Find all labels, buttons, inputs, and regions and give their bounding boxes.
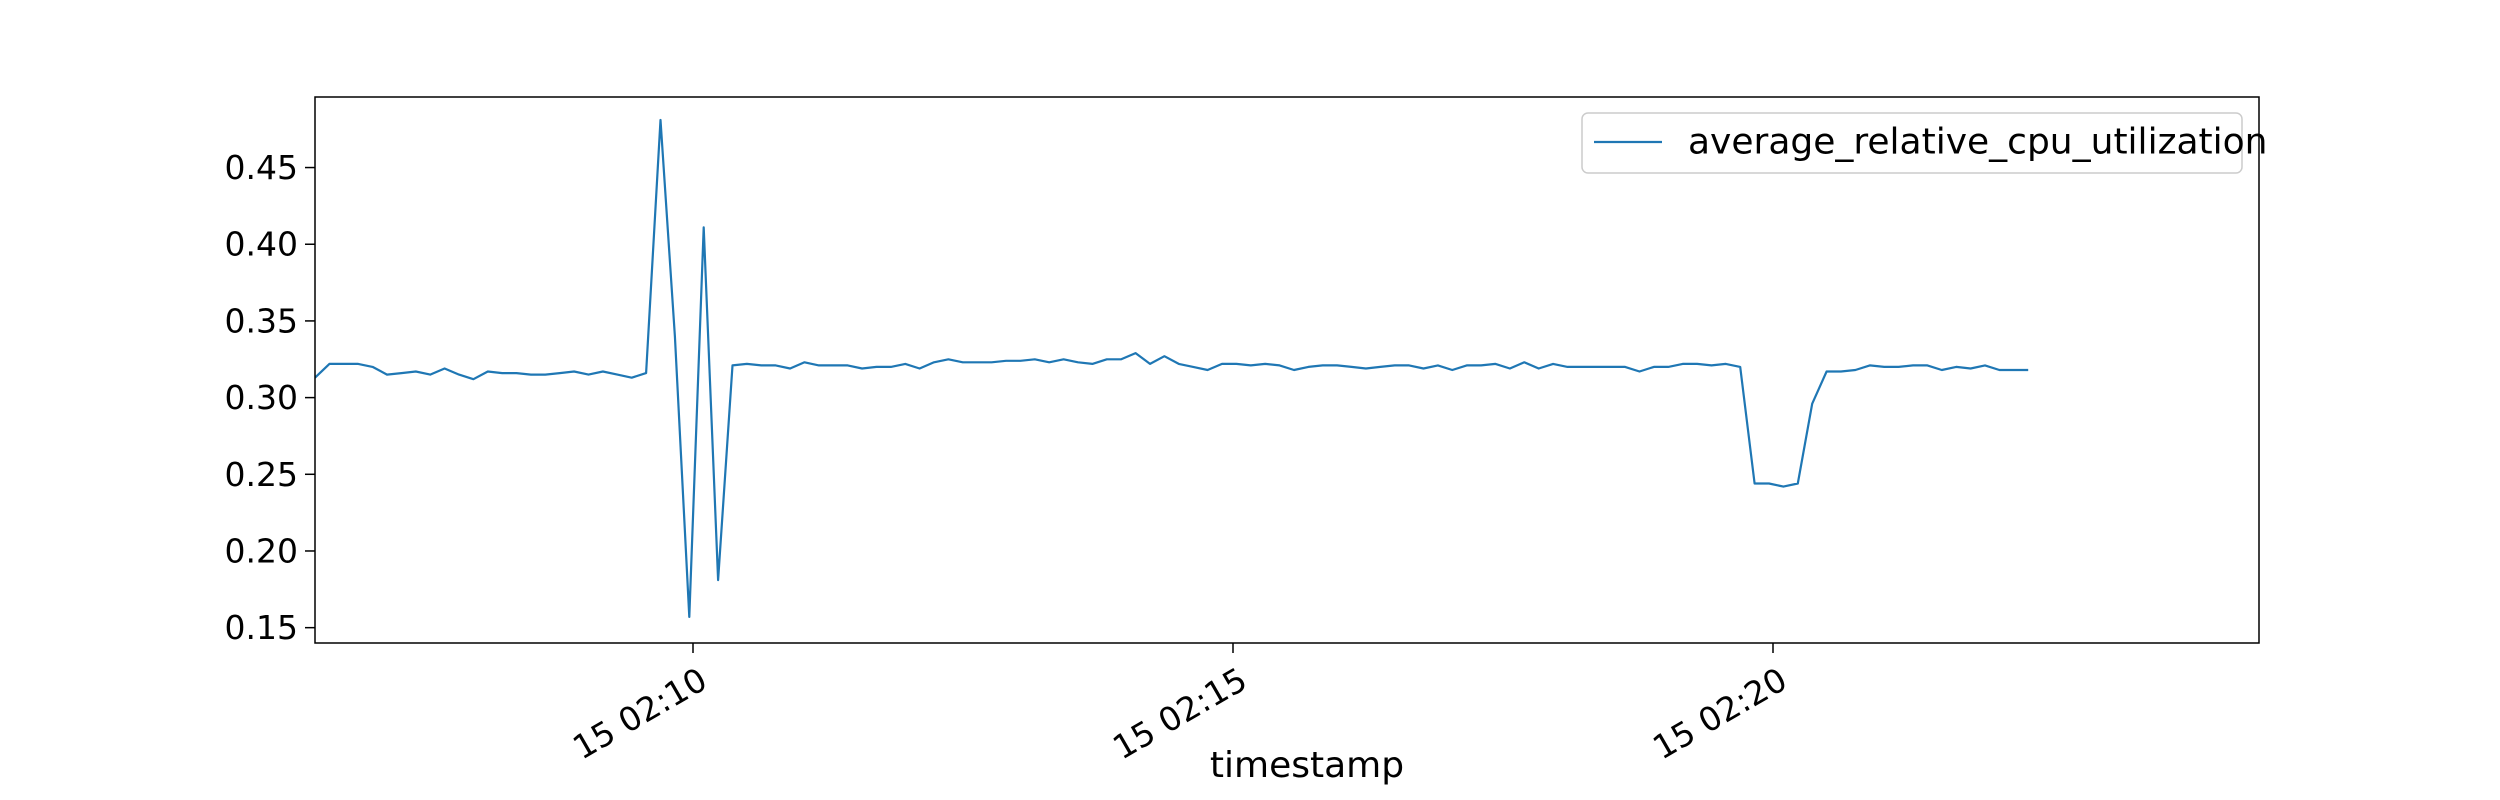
y-tick-label: 0.35 xyxy=(225,301,298,340)
y-tick-label: 0.20 xyxy=(225,531,298,570)
y-tick-label: 0.15 xyxy=(225,608,298,647)
y-tick-label: 0.30 xyxy=(225,378,298,417)
legend-box xyxy=(1581,112,2243,174)
y-tick-label: 0.40 xyxy=(225,225,298,264)
y-tick-label: 0.25 xyxy=(225,455,298,494)
series-line-average-relative-cpu-utilization xyxy=(315,118,2029,619)
y-tick-label: 0.45 xyxy=(225,148,298,187)
series-layer xyxy=(315,118,2029,619)
x-axis-label: timestamp xyxy=(1210,745,1404,786)
legend-entry-label: average_relative_cpu_utilization xyxy=(1688,122,2267,163)
y-axis: 0.15 0.20 0.25 0.30 0.35 0.40 0.45 xyxy=(225,148,315,647)
legend: average_relative_cpu_utilization xyxy=(1581,112,2267,174)
plot-frame xyxy=(314,96,2260,644)
